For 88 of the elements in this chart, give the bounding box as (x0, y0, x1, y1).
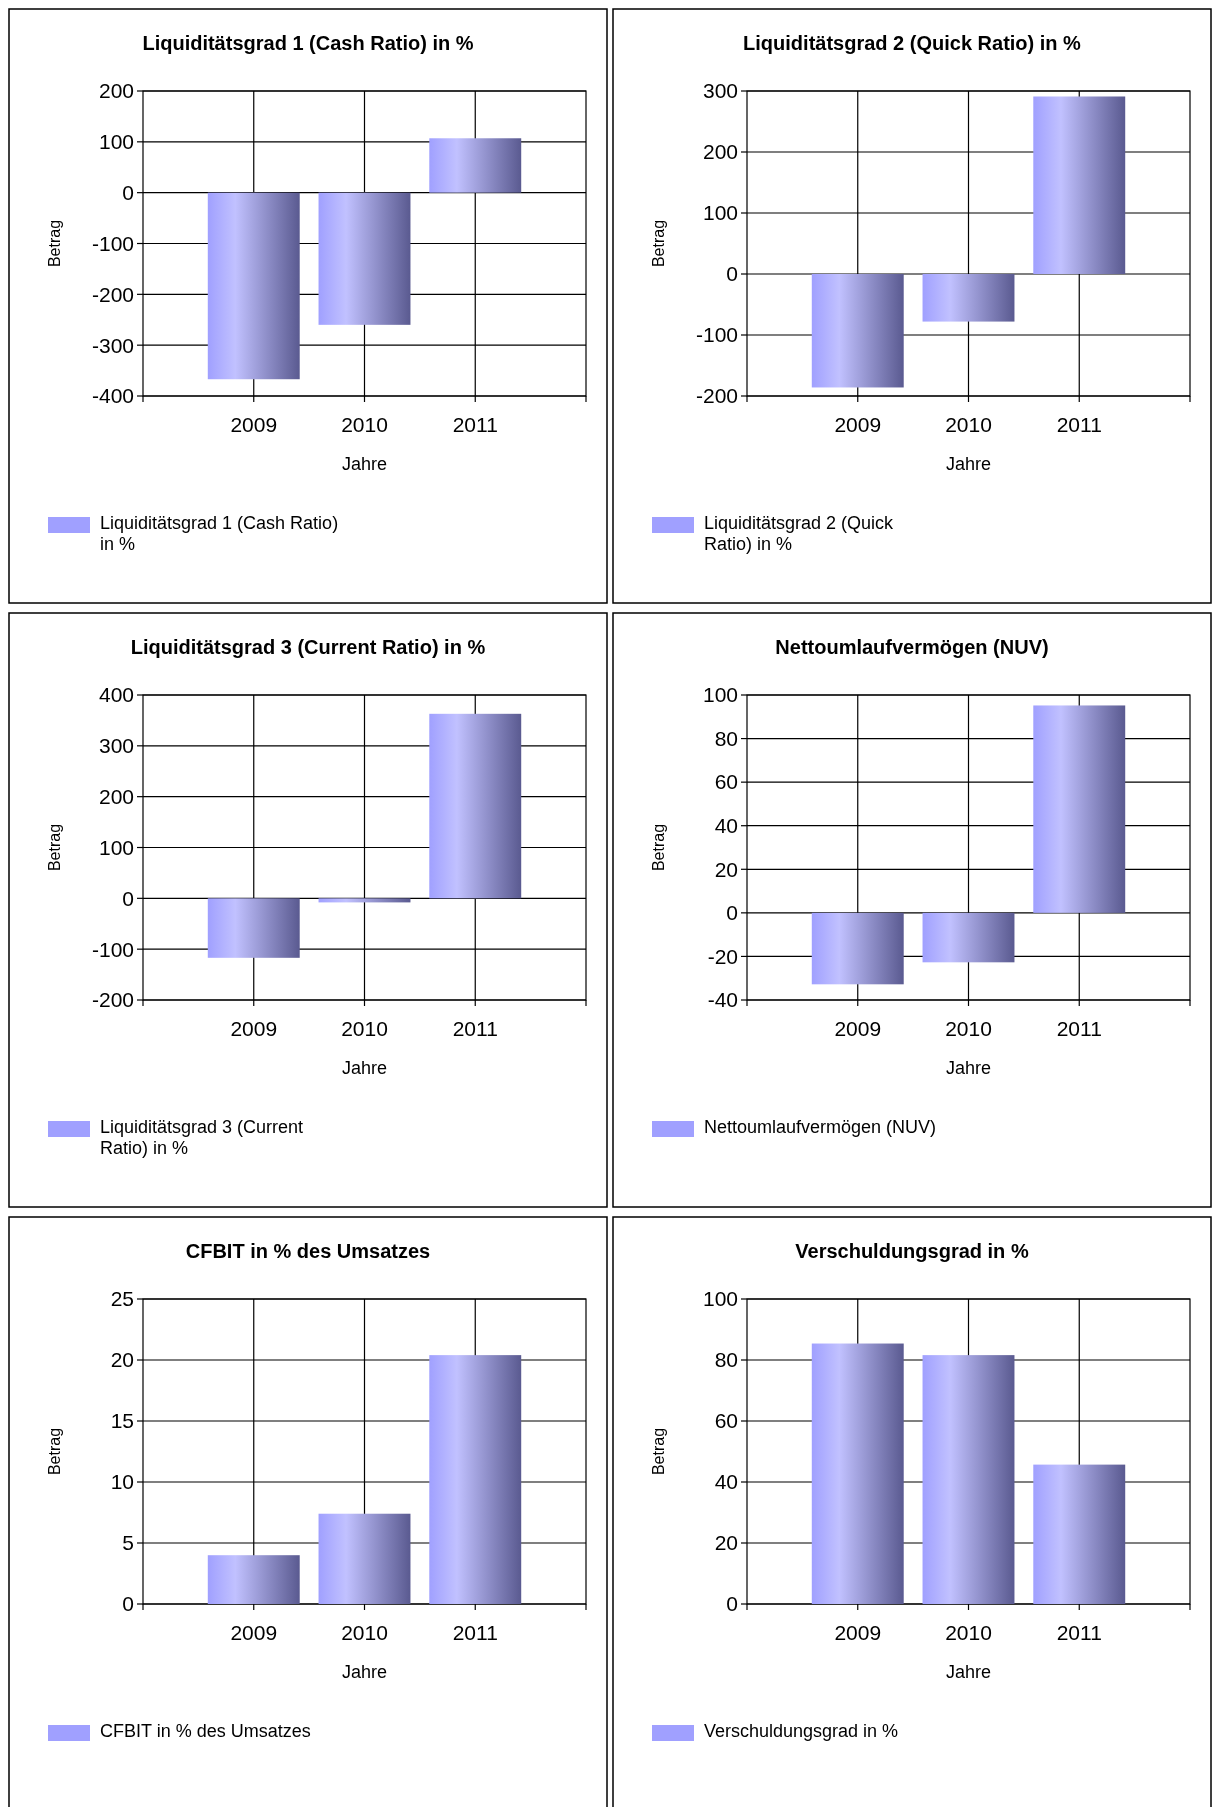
x-tick-label: 2010 (945, 413, 992, 436)
legend-label: Nettoumlaufvermögen (NUV) (704, 1117, 937, 1138)
y-axis-title: Betrag (46, 823, 63, 872)
y-axis-title: Betrag (46, 219, 63, 268)
y-tick-label: 100 (702, 1287, 738, 1311)
legend-label: Liquiditätsgrad 2 (Quick Ratio) in % (704, 513, 895, 554)
y-axis-title: Betrag (650, 219, 667, 268)
x-tick-label: 2011 (1056, 1017, 1102, 1040)
x-tick-label: 2009 (834, 413, 882, 436)
y-tick-label: -20 (707, 944, 738, 968)
y-tick-label: 60 (714, 1409, 738, 1433)
y-axis-title: Betrag (650, 823, 667, 872)
y-tick-label: -200 (695, 384, 738, 408)
y-tick-label: 300 (98, 734, 134, 758)
legend-label: CFBIT in % des Umsatzes (100, 1721, 311, 1742)
bar (429, 1355, 522, 1604)
x-axis-title: Jahre (945, 1662, 992, 1682)
x-axis-title: Jahre (341, 1662, 388, 1682)
x-tick-label: 2011 (1056, 413, 1102, 436)
y-axis-title: Betrag (46, 1427, 63, 1476)
x-tick-label: 2011 (1056, 1621, 1102, 1644)
chart-title: Liquiditätsgrad 3 (Current Ratio) in % (130, 636, 486, 658)
y-tick-label: 200 (702, 140, 738, 164)
legend-label: Liquiditätsgrad 3 (Current Ratio) in % (100, 1117, 304, 1158)
y-tick-label: 25 (110, 1287, 134, 1311)
x-tick-label: 2010 (341, 1621, 388, 1644)
y-tick-label: 40 (714, 1470, 738, 1494)
chart-title: Verschuldungsgrad in % (795, 1240, 1029, 1262)
chart-title: CFBIT in % des Umsatzes (185, 1240, 431, 1262)
y-tick-label: 20 (110, 1348, 134, 1372)
y-tick-label: 100 (98, 130, 134, 154)
y-tick-label: 15 (110, 1409, 134, 1433)
y-tick-label: 80 (714, 1348, 738, 1372)
x-axis-title: Jahre (945, 454, 992, 474)
legend-label: Verschuldungsgrad in % (704, 1721, 899, 1742)
y-tick-label: 0 (122, 181, 134, 205)
bar (1033, 1464, 1126, 1604)
y-tick-label: 0 (726, 262, 738, 286)
x-axis-title: Jahre (341, 454, 388, 474)
chart-title: Nettoumlaufvermögen (NUV) (775, 636, 1049, 658)
x-tick-label: 2011 (452, 1017, 498, 1040)
legend-label: Liquiditätsgrad 1 (Cash Ratio) in % (100, 513, 339, 554)
x-tick-label: 2009 (230, 1017, 278, 1040)
y-tick-label: 10 (110, 1470, 134, 1494)
x-tick-label: 2010 (945, 1017, 992, 1040)
x-axis-title: Jahre (945, 1058, 992, 1078)
y-tick-label: -40 (707, 988, 738, 1012)
y-tick-label: -200 (91, 988, 134, 1012)
bar (207, 1555, 300, 1604)
chart-title: Liquiditätsgrad 1 (Cash Ratio) in % (142, 32, 474, 54)
x-tick-label: 2009 (230, 1621, 278, 1644)
y-tick-label: -400 (91, 384, 134, 408)
bar (318, 1513, 411, 1604)
y-tick-label: 20 (714, 1531, 738, 1555)
y-tick-label: 100 (98, 835, 134, 859)
x-tick-label: 2011 (452, 413, 498, 436)
x-tick-label: 2009 (230, 413, 278, 436)
x-tick-label: 2009 (834, 1621, 882, 1644)
y-tick-label: 0 (726, 901, 738, 925)
y-tick-label: -100 (91, 231, 134, 255)
y-tick-label: -300 (91, 333, 134, 357)
y-tick-label: 0 (122, 1592, 134, 1616)
x-tick-label: 2010 (945, 1621, 992, 1644)
bar (922, 1355, 1015, 1604)
y-tick-label: 300 (702, 79, 738, 103)
y-tick-label: 40 (714, 814, 738, 838)
y-tick-label: 200 (98, 79, 134, 103)
y-tick-label: 0 (726, 1592, 738, 1616)
y-tick-label: 80 (714, 726, 738, 750)
y-axis-title: Betrag (650, 1427, 667, 1476)
x-tick-label: 2011 (452, 1621, 498, 1644)
bar (811, 1343, 904, 1604)
y-tick-label: 60 (714, 770, 738, 794)
y-tick-label: -100 (695, 323, 738, 347)
y-tick-label: -100 (91, 937, 134, 961)
x-axis-title: Jahre (341, 1058, 388, 1078)
y-tick-label: 20 (714, 857, 738, 881)
y-tick-label: 100 (702, 201, 738, 225)
chart-title: Liquiditätsgrad 2 (Quick Ratio) in % (743, 32, 1082, 54)
y-tick-label: 100 (702, 683, 738, 707)
y-tick-label: 400 (98, 683, 134, 707)
x-tick-label: 2010 (341, 413, 388, 436)
x-tick-label: 2009 (834, 1017, 882, 1040)
y-tick-label: 0 (122, 886, 134, 910)
y-tick-label: 200 (98, 785, 134, 809)
x-tick-label: 2010 (341, 1017, 388, 1040)
y-tick-label: -200 (91, 282, 134, 306)
y-tick-label: 5 (122, 1531, 134, 1555)
